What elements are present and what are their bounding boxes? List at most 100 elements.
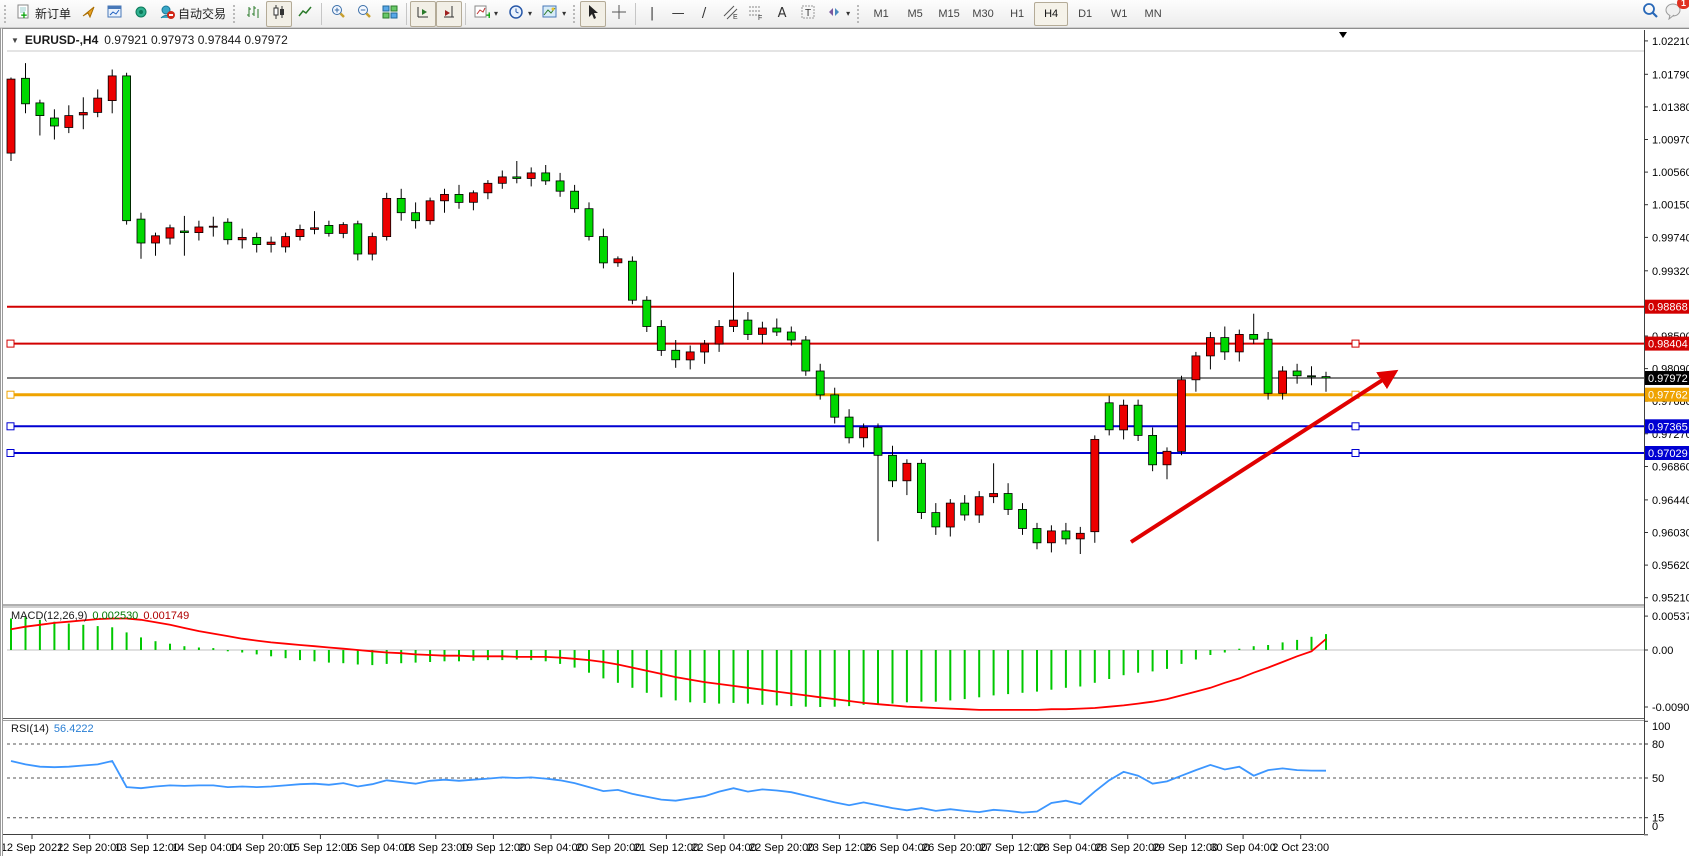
new-order-button[interactable]: + 新订单 bbox=[11, 1, 76, 27]
timeframe-button-h1[interactable]: H1 bbox=[1010, 7, 1025, 20]
crosshair-tool-button[interactable] bbox=[606, 1, 632, 27]
line-chart-button[interactable] bbox=[292, 1, 318, 27]
candlestick-chart-button[interactable] bbox=[266, 0, 293, 27]
candle-body bbox=[1234, 333, 1244, 353]
chart-shift-marker[interactable] bbox=[1339, 32, 1347, 38]
timeframe-button-mn[interactable]: MN bbox=[1144, 7, 1162, 20]
hline-tool-button[interactable]: — bbox=[665, 1, 691, 27]
signals-button[interactable] bbox=[128, 1, 154, 27]
time-tick-label: 30 Sep 04:00 bbox=[1210, 842, 1275, 854]
price-tick-label: 0.96440 bbox=[1652, 495, 1689, 507]
autotrading-label: 自动交易 bbox=[178, 7, 227, 21]
autotrading-button[interactable]: 自动交易 bbox=[154, 1, 231, 27]
channel-tool-button[interactable]: E bbox=[717, 1, 743, 27]
text-icon: A bbox=[777, 6, 787, 21]
toolbar-grip[interactable] bbox=[3, 3, 8, 24]
horizontal-lines bbox=[6, 305, 1644, 457]
price-axis[interactable]: 1.02210 1.01790 1.01380 1.00970 1.00560 1.001… bbox=[1644, 36, 1689, 605]
candle-body bbox=[844, 416, 854, 439]
time-tick-label: 12 Sep 20:00 bbox=[57, 842, 122, 854]
arrows-tool-button[interactable]: ▾ bbox=[821, 1, 855, 27]
candle-body bbox=[1061, 530, 1071, 540]
line-handle[interactable] bbox=[1351, 339, 1360, 348]
one-click-trading-collapse-icon[interactable]: ▼ bbox=[11, 35, 19, 45]
timeframe-button-m1[interactable]: M1 bbox=[873, 7, 889, 20]
tile-windows-icon bbox=[382, 4, 398, 23]
text-label-tool-button[interactable]: T bbox=[795, 1, 821, 27]
candle-body bbox=[584, 208, 594, 237]
trend-arrow[interactable] bbox=[1129, 369, 1399, 544]
line-handle[interactable] bbox=[6, 390, 15, 399]
macd-tick-label: 0.00 bbox=[1652, 645, 1673, 657]
trendline-tool-button[interactable]: / bbox=[691, 1, 717, 27]
auto-scroll-button[interactable] bbox=[410, 0, 437, 27]
candle-body bbox=[50, 117, 59, 127]
vline-tool-button[interactable]: | bbox=[639, 1, 665, 27]
line-handle[interactable] bbox=[1351, 449, 1360, 457]
templates-button[interactable]: ▾ bbox=[537, 1, 571, 27]
timeframe-button-w1[interactable]: W1 bbox=[1110, 7, 1128, 20]
chart-canvas[interactable]: 1.02210 1.01790 1.01380 1.00970 1.00560 1.001… bbox=[3, 29, 1689, 857]
indicators-button[interactable]: + ▾ bbox=[469, 1, 503, 27]
trend-arrow-line[interactable] bbox=[1129, 369, 1399, 544]
rsi-tick-label: 80 bbox=[1652, 739, 1664, 751]
line-handle[interactable] bbox=[6, 449, 15, 457]
candle-body bbox=[714, 326, 724, 345]
tile-windows-button[interactable] bbox=[377, 1, 403, 27]
line-handle[interactable] bbox=[6, 339, 15, 348]
timeframe-button-d1[interactable]: D1 bbox=[1078, 7, 1093, 20]
candle-body bbox=[989, 493, 998, 498]
time-tick-label: 21 Sep 12:00 bbox=[634, 842, 699, 854]
candle-body bbox=[570, 190, 579, 210]
fibonacci-tool-button[interactable]: F bbox=[743, 1, 769, 27]
macd-tick-label: 0.005378 bbox=[1652, 611, 1689, 623]
periods-button[interactable]: ▾ bbox=[503, 1, 537, 27]
candle-body bbox=[295, 228, 305, 237]
line-handle[interactable] bbox=[1351, 422, 1360, 431]
cursor-tool-button[interactable] bbox=[580, 0, 607, 27]
time-tick-label: 22 Sep 04:00 bbox=[691, 842, 756, 854]
candle-body bbox=[1220, 337, 1230, 353]
zoom-out-button[interactable]: − bbox=[351, 1, 377, 27]
candle-body bbox=[671, 349, 681, 361]
candle-body bbox=[497, 176, 507, 184]
search-icon[interactable] bbox=[1641, 2, 1659, 25]
text-tool-button[interactable]: A bbox=[769, 1, 795, 27]
macd-axis[interactable]: 0.005378 0.00 -0.009043 bbox=[1644, 611, 1689, 714]
price-line-label bbox=[1645, 336, 1689, 351]
candle-body bbox=[310, 227, 319, 230]
notifications-icon[interactable]: 1 bbox=[1665, 0, 1689, 25]
rsi-axis[interactable]: 100 80 50 150 bbox=[1644, 720, 1670, 836]
time-tick-label: 23 Sep 12:00 bbox=[807, 842, 872, 854]
timeframe-button-m5[interactable]: M5 bbox=[907, 7, 923, 20]
market-watch-button[interactable] bbox=[102, 1, 128, 27]
zoom-in-button[interactable]: + bbox=[325, 1, 351, 27]
profile-button[interactable] bbox=[76, 1, 102, 27]
line-handle[interactable] bbox=[6, 422, 15, 431]
timeframe-button-m30[interactable]: M30 bbox=[972, 7, 994, 20]
svg-text:F: F bbox=[758, 15, 762, 20]
candle-body bbox=[281, 236, 291, 248]
candle-body bbox=[1177, 379, 1186, 452]
timeframe-button-m15[interactable]: M15 bbox=[938, 7, 960, 20]
toolbar-grip[interactable] bbox=[856, 3, 862, 24]
macd-tick-label: -0.009043 bbox=[1652, 702, 1689, 714]
price-tick-label: 1.02210 bbox=[1652, 36, 1689, 48]
chart-shift-button[interactable] bbox=[436, 0, 463, 27]
time-tick-label: 15 Sep 12:00 bbox=[288, 842, 353, 854]
candle-body bbox=[1162, 450, 1172, 466]
price-tick-label: 0.95620 bbox=[1652, 560, 1689, 572]
rsi-tick-label: 100 bbox=[1652, 721, 1670, 733]
candle-body bbox=[1249, 333, 1259, 340]
toolbar-grip[interactable] bbox=[232, 3, 238, 24]
toolbar-grip[interactable] bbox=[572, 3, 578, 24]
timeframe-button-h4[interactable]: H4 bbox=[1034, 1, 1069, 26]
candle-body bbox=[382, 197, 392, 237]
chart-window[interactable]: ▼ EURUSD-,H4 0.97921 0.97973 0.97844 0.9… bbox=[0, 28, 1689, 856]
autotrading-icon bbox=[159, 4, 176, 23]
arrows-icon bbox=[826, 4, 842, 23]
bar-chart-button[interactable] bbox=[240, 1, 266, 27]
candle-body bbox=[815, 370, 825, 396]
candle-body bbox=[396, 197, 406, 214]
